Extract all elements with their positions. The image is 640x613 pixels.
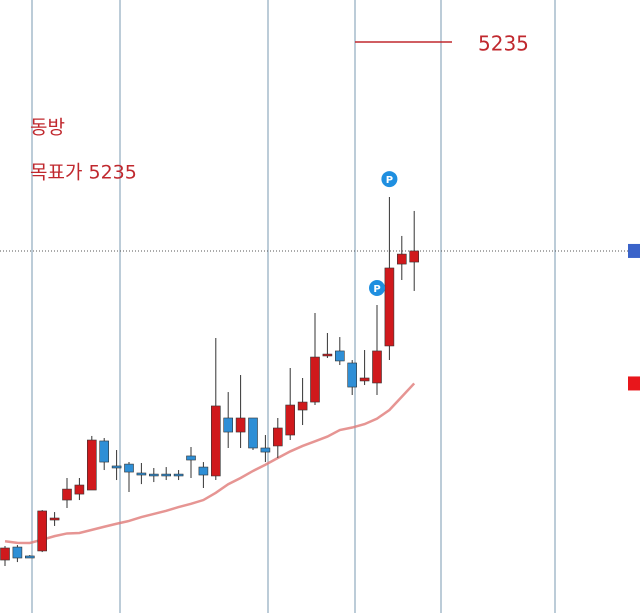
- candle-body: [111, 465, 122, 469]
- candle-body: [186, 455, 196, 461]
- candle-body: [223, 417, 233, 433]
- candle-body: [49, 517, 60, 521]
- candle-body: [409, 250, 420, 263]
- candle-body: [359, 377, 370, 382]
- candle-body: [62, 488, 72, 501]
- candle-body: [124, 463, 134, 473]
- candle-body: [198, 466, 209, 476]
- candle-body: [87, 439, 97, 491]
- chart-subtitle: 목표가 5235: [30, 162, 137, 184]
- candle-body: [372, 350, 382, 384]
- candle-body: [149, 473, 159, 477]
- candle-body: [396, 253, 407, 265]
- candle-body: [310, 356, 320, 403]
- candle-body: [173, 473, 184, 477]
- target-label: 5235: [478, 32, 529, 56]
- signal-marker: [381, 171, 398, 188]
- candle-body: [235, 417, 246, 433]
- candle-body: [136, 472, 147, 476]
- candle-body: [297, 401, 308, 411]
- candle-body: [272, 427, 283, 447]
- candle-body: [12, 546, 23, 559]
- candle-body: [260, 447, 271, 453]
- current-price-tag: [628, 243, 640, 258]
- candle-body: [384, 267, 395, 347]
- candle-body: [248, 417, 258, 449]
- chart-title: 동방: [30, 117, 65, 139]
- candle-body: [161, 473, 171, 477]
- candle-body: [322, 353, 333, 357]
- ma-tag: [628, 376, 640, 391]
- candle-body: [285, 404, 296, 436]
- candle-body: [99, 440, 109, 463]
- signal-marker: [369, 279, 385, 296]
- candle-body: [0, 547, 10, 561]
- candle-body: [37, 510, 48, 552]
- candle-body: [347, 362, 358, 388]
- signal-label: P: [386, 175, 393, 186]
- candle-body: [24, 555, 35, 559]
- candle-body: [334, 350, 345, 362]
- candle-body: [211, 405, 221, 477]
- signal-label: P: [373, 284, 380, 295]
- moving-average: [4, 382, 416, 545]
- candle-body: [74, 484, 85, 495]
